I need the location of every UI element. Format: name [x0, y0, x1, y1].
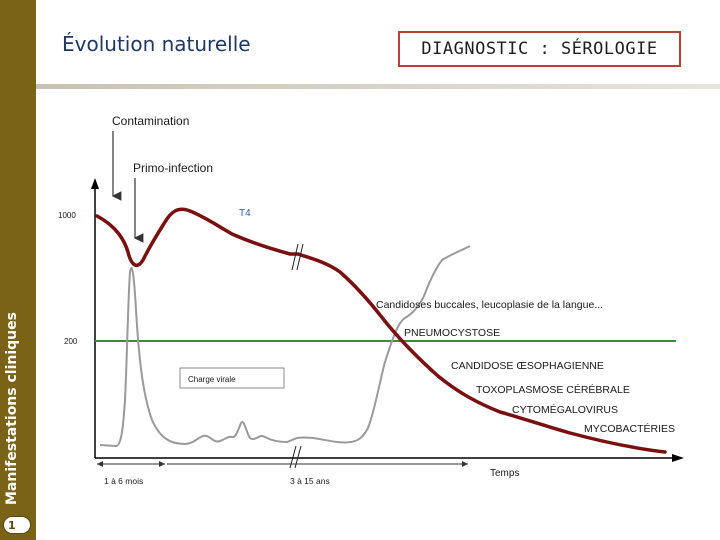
disease-label: CANDIDOSE ŒSOPHAGIENNE — [451, 360, 604, 372]
y-axis-arrowhead — [91, 178, 99, 189]
viral-load-curve — [99, 245, 471, 448]
y-tick-1000: 1000 — [58, 211, 76, 220]
disease-label: PNEUMOCYSTOSE — [404, 327, 500, 339]
interval-1-label: 1 à 6 mois — [104, 476, 143, 486]
interval-1-arrowhead — [97, 461, 103, 467]
page-number: 1 — [3, 516, 31, 534]
primo-infection-label: Primo-infection — [133, 161, 213, 175]
interval-2-label: 3 à 15 ans — [290, 476, 330, 486]
x-axis-arrowhead — [672, 454, 684, 462]
slide-subtitle-box: DIAGNOSTIC : SÉROLOGIE — [398, 31, 681, 67]
disease-label: Candidoses buccales, leucoplasie de la l… — [376, 299, 603, 311]
curve-break-mark — [296, 243, 304, 271]
curve-break-mark — [291, 243, 299, 271]
axis-break-mark — [289, 445, 297, 469]
disease-label: CYTOMÉGALOVIRUS — [512, 403, 618, 416]
t4-curve — [95, 207, 667, 454]
y-tick-200: 200 — [64, 337, 78, 346]
disease-label: TOXOPLASMOSE CÉRÉBRALE — [476, 383, 630, 396]
viral-load-label: Charge virale — [188, 375, 236, 384]
contamination-label: Contamination — [112, 114, 189, 128]
disease-label: MYCOBACTÉRIES — [584, 422, 675, 435]
t4-label: T4 — [239, 208, 251, 219]
slide-title: Évolution naturelle — [62, 32, 251, 56]
interval-1-arrowhead — [159, 461, 165, 467]
header-divider — [36, 84, 720, 89]
viral-load-legend-box — [179, 367, 285, 389]
sidebar: Manifestations cliniques 1 — [0, 0, 36, 540]
interval-2-arrowhead — [462, 461, 468, 467]
axis-break-mark — [294, 445, 302, 469]
x-axis-label: Temps — [490, 468, 519, 479]
